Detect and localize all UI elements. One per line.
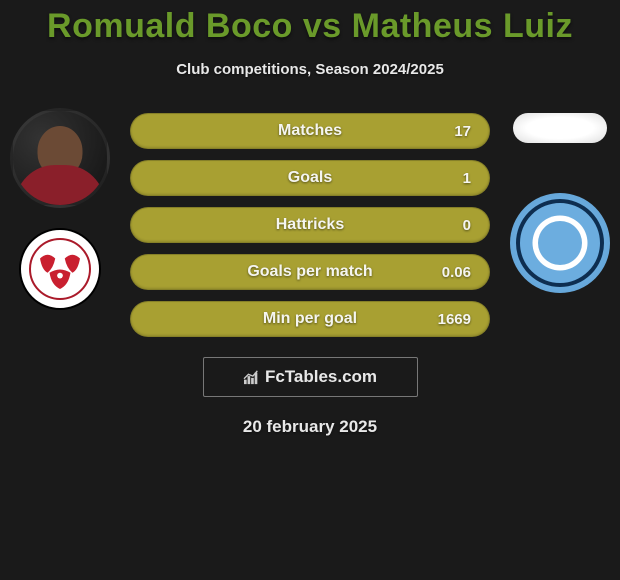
stat-row: Hattricks 0 <box>130 207 490 243</box>
stat-row: Min per goal 1669 <box>130 301 490 337</box>
stat-value: 1669 <box>438 311 471 328</box>
stat-label: Goals per match <box>247 263 372 281</box>
club-badge-right <box>510 193 610 293</box>
subtitle: Club competitions, Season 2024/2025 <box>0 61 620 78</box>
stats-column: Matches 17 Goals 1 Hattricks 0 Goals per… <box>130 108 490 337</box>
avatar-silhouette <box>13 111 107 205</box>
stat-value: 0 <box>463 217 471 234</box>
stat-label: Hattricks <box>276 216 344 234</box>
stat-value: 17 <box>454 123 471 140</box>
club-badge-left <box>19 228 101 310</box>
date-text: 20 february 2025 <box>0 417 620 437</box>
stat-value: 0.06 <box>442 264 471 281</box>
badge-inner-icon <box>538 221 582 265</box>
player-avatar-left <box>10 108 110 208</box>
chart-icon <box>243 369 261 385</box>
stat-label: Min per goal <box>263 310 357 328</box>
stat-value: 1 <box>463 170 471 187</box>
brand-badge[interactable]: FcTables.com <box>203 357 418 397</box>
stat-label: Goals <box>288 169 332 187</box>
dragon-crest-icon <box>21 230 99 308</box>
stat-row: Goals per match 0.06 <box>130 254 490 290</box>
stat-label: Matches <box>278 122 342 140</box>
brand-text: FcTables.com <box>265 367 377 387</box>
comparison-card: Romuald Boco vs Matheus Luiz Club compet… <box>0 0 620 437</box>
stat-row: Matches 17 <box>130 113 490 149</box>
left-column <box>5 108 115 310</box>
stat-row: Goals 1 <box>130 160 490 196</box>
main-row: Matches 17 Goals 1 Hattricks 0 Goals per… <box>0 108 620 337</box>
right-column <box>505 108 615 293</box>
page-title: Romuald Boco vs Matheus Luiz <box>0 7 620 46</box>
player-avatar-right <box>513 113 607 143</box>
